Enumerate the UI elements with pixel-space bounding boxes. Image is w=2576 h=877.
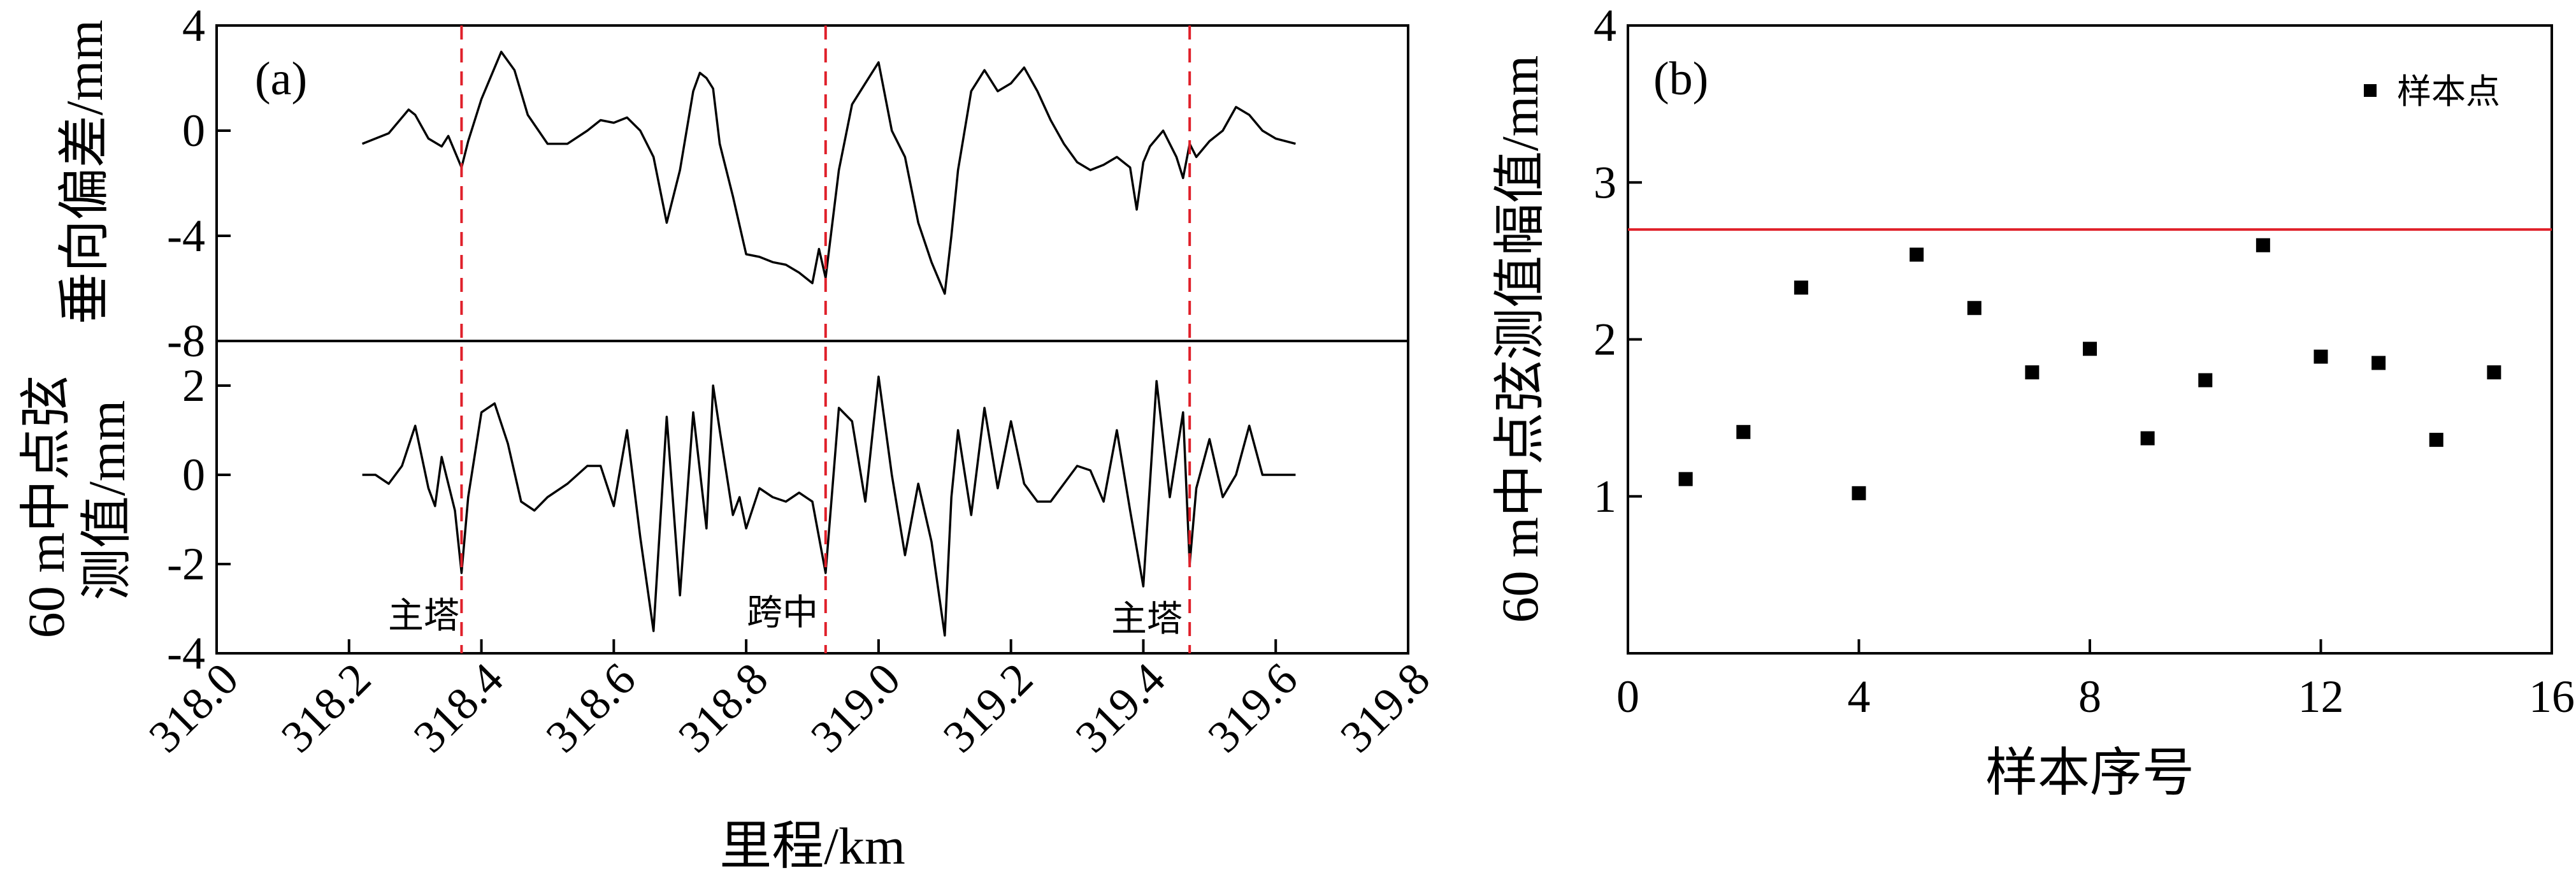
legend-label: 样本点 bbox=[2397, 73, 2500, 111]
panel-a-xlabel: 里程/km bbox=[719, 817, 905, 875]
panel-b-ytick-label: 4 bbox=[1594, 0, 1616, 51]
sample-point bbox=[1678, 472, 1693, 486]
panel-a-xtick-label: 318.2 bbox=[271, 653, 380, 762]
panel-a-lines bbox=[361, 25, 1296, 653]
panel-a-bottom-ylabel-line2: 测值/mm bbox=[78, 400, 136, 600]
sample-point bbox=[2083, 342, 2097, 356]
panel-a-xtick-label: 318.8 bbox=[668, 653, 777, 762]
panel-a-label: (a) bbox=[255, 53, 307, 105]
panel-a-xtick-label: 319.8 bbox=[1330, 653, 1439, 762]
panel-b-ylabel: 60 m中点弦测值幅值/mm bbox=[1491, 55, 1549, 623]
panel-a-bottom-ytick-label: -2 bbox=[167, 539, 205, 590]
panel-a-bottom-ytick-label: 0 bbox=[182, 449, 205, 500]
panel-a-bottom-ylabel: 60 m中点弦 测值/mm bbox=[17, 363, 136, 639]
sample-point bbox=[1910, 247, 1924, 262]
panel-a-bottom-frame bbox=[215, 340, 1409, 655]
panel-b-xtick-label: 0 bbox=[1616, 671, 1639, 722]
panel-b-label: (b) bbox=[1653, 53, 1708, 105]
sample-point bbox=[1852, 486, 1866, 500]
panel-a-top-ylabel: 垂向偏差/mm bbox=[55, 20, 113, 324]
sample-point bbox=[2313, 349, 2328, 364]
sample-point bbox=[2140, 431, 2155, 446]
sample-point bbox=[2198, 373, 2213, 388]
panel-b-xtick-label: 12 bbox=[2298, 671, 2344, 722]
sample-point bbox=[2025, 365, 2040, 380]
panel-a-xtick-label: 319.4 bbox=[1066, 653, 1175, 762]
sample-point bbox=[2371, 356, 2386, 370]
panel-a-xtick-label: 319.6 bbox=[1198, 653, 1307, 762]
sample-point bbox=[1736, 424, 1751, 439]
annotation-midspan: 跨中 bbox=[747, 593, 818, 633]
panel-a-top-frame bbox=[215, 24, 1409, 342]
panel-b-xlabel: 样本序号 bbox=[1985, 744, 2194, 802]
panel-a-top-ytick-label: 4 bbox=[182, 0, 205, 51]
panel-a-xtick-label: 319.0 bbox=[801, 653, 910, 762]
panel-b-ytick-label: 2 bbox=[1594, 314, 1616, 365]
sample-point bbox=[1794, 280, 1808, 295]
panel-a-bottom-ytick-label: 2 bbox=[182, 360, 205, 411]
annotation-tower-left: 主塔 bbox=[388, 597, 459, 636]
sample-point bbox=[1967, 301, 1982, 315]
panel-a-xtick-label: 319.2 bbox=[933, 653, 1042, 762]
sample-point bbox=[2487, 365, 2501, 380]
panel-b-xtick-label: 8 bbox=[2078, 671, 2101, 722]
panel-a-top-ytick-label: 0 bbox=[182, 105, 205, 156]
panel-a-bottom-ylabel-line1: 60 m中点弦 bbox=[17, 375, 75, 638]
panel-b-elements bbox=[1628, 228, 2552, 500]
panel-a-bottom-ytick-label: -4 bbox=[167, 628, 205, 679]
panel-b-ticks: 0 4 8 12 16 4 3 2 1 bbox=[1594, 0, 2575, 722]
panel-a-bottom-series-line bbox=[362, 375, 1296, 637]
panel-a-xtick-label: 318.4 bbox=[404, 653, 513, 762]
annotation-tower-right: 主塔 bbox=[1111, 600, 1183, 639]
panel-b-xtick-label: 4 bbox=[1848, 671, 1871, 722]
panel-b-ytick-label: 3 bbox=[1594, 157, 1616, 208]
panel-a-top-series-line bbox=[361, 50, 1296, 295]
panel-a-top-ytick-label: -4 bbox=[167, 210, 205, 261]
panel-a-top-ytick-label: -8 bbox=[167, 315, 205, 366]
panel-b-xtick-label: 16 bbox=[2529, 671, 2575, 722]
sample-point bbox=[2429, 433, 2443, 447]
legend-marker bbox=[2364, 84, 2377, 97]
sample-point bbox=[2256, 238, 2270, 252]
panel-a-xtick-label: 318.6 bbox=[536, 653, 645, 762]
panel-b-frame bbox=[1627, 24, 2553, 655]
panel-b: 0 4 8 12 16 4 3 2 1 (b) 60 m中点弦测值幅值/mm 样本序号 样本点 bbox=[1491, 0, 2575, 802]
panel-b-ytick-label: 1 bbox=[1594, 471, 1616, 522]
